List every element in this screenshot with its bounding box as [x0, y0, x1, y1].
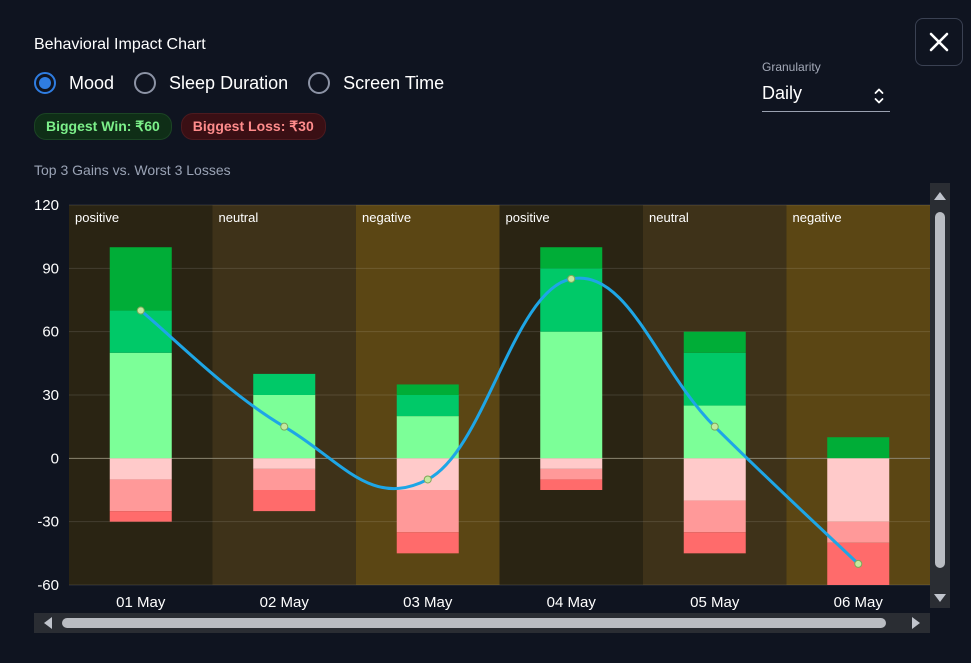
trend-point	[136, 306, 145, 315]
y-tick-label: 30	[42, 387, 59, 404]
loss-segment	[253, 468, 316, 490]
radio-mood[interactable]: Mood	[34, 72, 114, 94]
trend-line	[139, 276, 860, 566]
y-tick-label: -60	[37, 577, 59, 594]
loss-segment	[683, 458, 746, 501]
y-tick-label: 0	[51, 450, 59, 467]
biggest-loss-badge: Biggest Loss: ₹30	[180, 113, 326, 140]
x-tick-label: 02 May	[260, 594, 310, 611]
arrow-left-icon[interactable]	[44, 617, 52, 629]
summary-badges: Biggest Win: ₹60 Biggest Loss: ₹30	[34, 113, 335, 140]
x-tick-label: 04 May	[547, 594, 597, 611]
gain-segment	[540, 331, 603, 459]
vertical-scrollbar-thumb[interactable]	[935, 212, 945, 568]
y-tick-label: -30	[37, 514, 59, 531]
loss-segment	[683, 500, 746, 533]
x-tick-label: 06 May	[834, 594, 884, 611]
gain-segment	[253, 373, 316, 395]
category-label: positive	[75, 210, 119, 225]
loss-segment	[109, 511, 172, 522]
x-tick-label: 05 May	[690, 594, 740, 611]
x-tick-label: 03 May	[403, 594, 453, 611]
biggest-win-badge: Biggest Win: ₹60	[34, 113, 172, 140]
gain-segment	[109, 247, 172, 311]
trend-point	[567, 274, 576, 283]
radio-screen-time-label: Screen Time	[343, 72, 445, 93]
gain-segment	[683, 405, 746, 459]
category-label: neutral	[649, 210, 689, 225]
radio-sleep-duration[interactable]: Sleep Duration	[134, 72, 288, 94]
loss-segment	[253, 490, 316, 512]
loss-segment	[827, 458, 890, 522]
loss-segment	[109, 479, 172, 512]
loss-segment	[396, 532, 459, 554]
loss-segment	[540, 458, 603, 469]
gain-segment	[396, 395, 459, 417]
gain-segment	[109, 310, 172, 353]
gain-segment	[396, 416, 459, 459]
trend-point	[710, 422, 719, 431]
gain-segment	[109, 352, 172, 459]
arrow-down-icon[interactable]	[934, 594, 946, 602]
radio-sleep-duration-indicator[interactable]	[134, 72, 157, 94]
granularity-label: Granularity	[762, 60, 821, 74]
trend-point	[280, 422, 289, 431]
gain-segment	[683, 331, 746, 353]
loss-segment	[396, 490, 459, 533]
trend-point	[423, 475, 432, 484]
granularity-select[interactable]: Daily	[762, 80, 890, 112]
trend-point	[854, 559, 863, 568]
y-tick-label: 120	[34, 197, 59, 214]
metric-radio-group: Mood Sleep Duration Screen Time	[34, 72, 464, 94]
radio-sleep-duration-label: Sleep Duration	[169, 72, 289, 93]
chart-title: Behavioral Impact Chart	[34, 36, 206, 53]
y-tick-label: 90	[42, 260, 59, 277]
horizontal-scrollbar-thumb[interactable]	[62, 618, 886, 628]
gain-segment	[827, 437, 890, 459]
arrow-right-icon[interactable]	[912, 617, 920, 629]
category-label: neutral	[219, 210, 259, 225]
x-tick-label: 01 May	[116, 594, 166, 611]
category-label: positive	[506, 210, 550, 225]
loss-segment	[109, 458, 172, 480]
chevron-up-down-icon	[874, 88, 884, 104]
close-icon	[929, 32, 949, 52]
granularity-value: Daily	[762, 83, 803, 103]
radio-mood-indicator[interactable]	[34, 72, 56, 94]
loss-segment	[540, 468, 603, 480]
close-button[interactable]	[915, 18, 963, 66]
loss-segment	[540, 479, 603, 490]
category-label: negative	[793, 210, 842, 225]
y-tick-label: 60	[42, 324, 59, 341]
radio-screen-time-indicator[interactable]	[308, 72, 331, 94]
category-label: negative	[362, 210, 411, 225]
gain-segment	[540, 247, 603, 269]
chart-subtitle: Top 3 Gains vs. Worst 3 Losses	[34, 162, 231, 178]
loss-segment	[827, 521, 890, 543]
gain-segment	[396, 384, 459, 395]
gain-segment	[683, 352, 746, 406]
arrow-up-icon[interactable]	[934, 192, 946, 200]
radio-screen-time[interactable]: Screen Time	[308, 72, 444, 94]
loss-segment	[253, 458, 316, 469]
radio-mood-label: Mood	[69, 72, 115, 93]
loss-segment	[683, 532, 746, 554]
